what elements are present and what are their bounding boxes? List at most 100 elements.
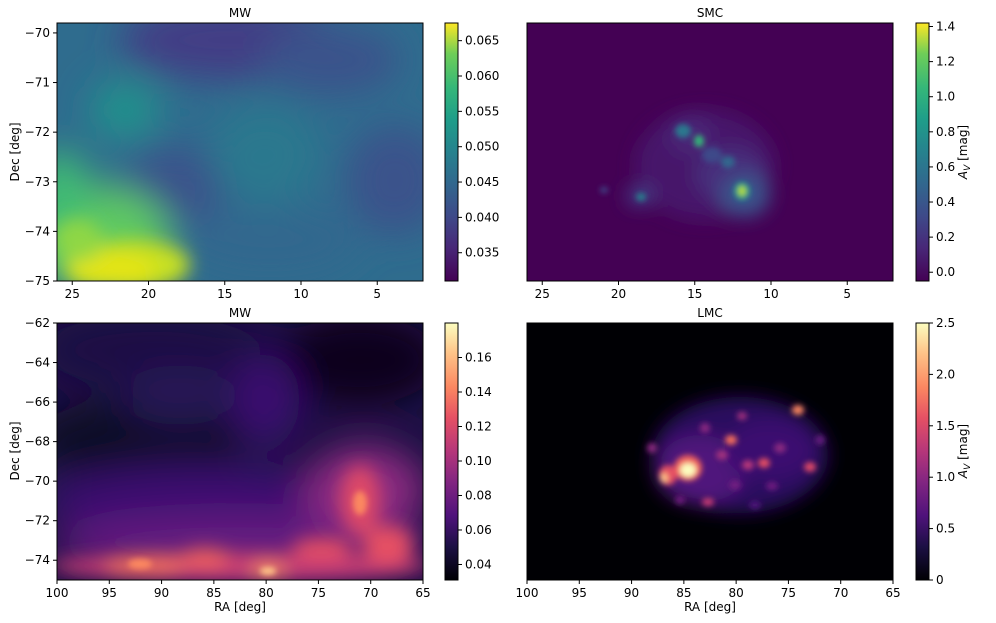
x-tick-label: 10 — [763, 287, 778, 301]
axes-frame — [56, 322, 424, 581]
x-tick-label: 95 — [102, 586, 117, 600]
panel-title: SMC — [697, 6, 723, 20]
colorbar-tick-label: 0.06 — [465, 523, 492, 537]
y-tick-label: −66 — [25, 395, 50, 409]
panel-mw-bottom: MW 100 95 90 85 80 75 70 65 −62−64−66−68−70−72−… — [8, 306, 431, 614]
axes-frame — [56, 22, 424, 282]
colorbar-tick-label: 0.14 — [465, 385, 492, 399]
colorbar-label: AV [mag] — [956, 125, 973, 180]
colorbar-mw-bottom: 0.04 0.06 0.08 0.10 0.12 0.14 0.16 — [444, 322, 492, 581]
x-tick-labels: 25 20 15 10 5 — [535, 281, 851, 301]
colorbar-tick-label: 1.2 — [936, 55, 955, 69]
colorbar-tick-label: 0.060 — [465, 69, 499, 83]
x-tick-label: 15 — [687, 287, 702, 301]
colorbar-lmc: 0 0.5 1.0 1.5 2.0 2.5 AV [mag] — [915, 316, 973, 587]
heatmap-mw-bottom — [57, 323, 423, 580]
x-tick-label: 100 — [46, 586, 69, 600]
y-tick-label: −72 — [25, 125, 50, 139]
y-tick-label: −74 — [25, 224, 50, 238]
colorbar-tick-label: 0.035 — [465, 246, 499, 260]
x-tick-label: 65 — [885, 586, 900, 600]
x-tick-label: 70 — [363, 586, 378, 600]
x-tick-label: 5 — [373, 287, 381, 301]
x-tick-labels: 100 95 90 85 80 75 70 65 — [516, 580, 901, 600]
colorbar-tick-label: 0.16 — [465, 350, 492, 364]
colorbar-tick-label: 0.08 — [465, 488, 492, 502]
y-tick-label: −73 — [25, 175, 50, 189]
y-tick-label: −70 — [25, 26, 50, 40]
panel-title: MW — [229, 306, 251, 320]
y-tick-label: −74 — [25, 553, 50, 567]
x-tick-labels: 100 95 90 85 80 75 70 65 — [46, 580, 431, 600]
colorbar-label: AV [mag] — [956, 424, 973, 479]
colorbar-tick-labels: 0.0 0.2 0.4 0.6 0.8 1.0 1.2 1.4 — [929, 20, 955, 279]
colorbar-tick-label: 1.0 — [936, 90, 955, 104]
x-tick-labels: 25 20 15 10 5 — [65, 281, 381, 301]
x-tick-label: 90 — [154, 586, 169, 600]
x-tick-label: 80 — [729, 586, 744, 600]
colorbar-tick-label: 0.055 — [465, 104, 499, 118]
colorbar-tick-label: 1.4 — [936, 20, 955, 34]
colorbar-tick-label: 0.6 — [936, 160, 955, 174]
x-tick-label: 15 — [217, 287, 232, 301]
heatmap-mw-top — [57, 23, 423, 281]
x-tick-label: 75 — [311, 586, 326, 600]
x-tick-label: 65 — [415, 586, 430, 600]
colorbar-tick-label: 0.4 — [936, 195, 955, 209]
colorbar-tick-label: 0.050 — [465, 140, 499, 154]
panel-mw-top: MW 25 20 15 10 5 −70 −71 −72 −73 −74 −75 Dec [deg… — [8, 6, 424, 301]
colorbar-tick-label: 1.5 — [936, 419, 955, 433]
x-tick-label: 20 — [611, 287, 626, 301]
panel-title: LMC — [697, 306, 722, 320]
x-tick-label: 85 — [676, 586, 691, 600]
x-tick-label: 5 — [843, 287, 851, 301]
panel-title: MW — [229, 6, 251, 20]
panel-smc: SMC 25 20 15 10 5 — [526, 6, 894, 301]
colorbar-tick-label: 0 — [936, 573, 944, 587]
y-axis-label: Dec [deg] — [8, 421, 22, 480]
colorbar-tick-label: 0.040 — [465, 210, 499, 224]
panel-lmc: LMC 100 95 90 85 80 75 70 65 RA [deg] — [516, 306, 901, 614]
colorbar-tick-label: 0.5 — [936, 522, 955, 536]
colorbar-tick-label: 0.0 — [936, 265, 955, 279]
y-tick-label: −71 — [25, 76, 50, 90]
x-tick-label: 20 — [141, 287, 156, 301]
x-tick-label: 25 — [535, 287, 550, 301]
heatmap-smc — [527, 23, 893, 281]
colorbar-tick-labels: 0.04 0.06 0.08 0.10 0.12 0.14 0.16 — [458, 350, 492, 571]
colorbar-tick-label: 0.065 — [465, 34, 499, 48]
x-axis-label: RA [deg] — [684, 600, 736, 614]
y-tick-label: −72 — [25, 514, 50, 528]
colorbar-tick-labels: 0 0.5 1.0 1.5 2.0 2.5 — [929, 316, 955, 587]
colorbar-tick-label: 0.12 — [465, 419, 492, 433]
y-tick-labels: −62 −64 −66 −68 −70 −72 −74 — [25, 316, 57, 567]
axes-frame — [526, 322, 894, 581]
colorbar-tick-label: 2.5 — [936, 316, 955, 330]
y-axis-label: Dec [deg] — [8, 122, 22, 181]
colorbar-tick-label: 0.8 — [936, 125, 955, 139]
colorbar-tick-label: 0.10 — [465, 454, 492, 468]
x-tick-label: 25 — [65, 287, 80, 301]
x-tick-label: 95 — [572, 586, 587, 600]
x-axis-label: RA [deg] — [214, 600, 266, 614]
x-tick-label: 85 — [206, 586, 221, 600]
axes-frame — [526, 22, 894, 282]
y-tick-label: −70 — [25, 474, 50, 488]
colorbar-tick-label: 1.0 — [936, 470, 955, 484]
y-tick-labels: −70 −71 −72 −73 −74 −75 — [25, 26, 57, 288]
y-tick-label: −64 — [25, 356, 50, 370]
x-tick-label: 75 — [781, 586, 796, 600]
colorbar-tick-labels: 0.035 0.040 0.045 0.050 0.055 0.060 0.065 — [458, 34, 499, 260]
y-tick-label: −68 — [25, 435, 50, 449]
x-tick-label: 80 — [259, 586, 274, 600]
colorbar-tick-label: 0.045 — [465, 175, 499, 189]
colorbar-smc: 0.0 0.2 0.4 0.6 0.8 1.0 1.2 1.4 AV [mag] — [915, 20, 973, 282]
colorbar-tick-label: 0.2 — [936, 230, 955, 244]
x-tick-label: 70 — [833, 586, 848, 600]
x-tick-label: 90 — [624, 586, 639, 600]
y-tick-label: −75 — [25, 274, 50, 288]
colorbar-tick-label: 0.04 — [465, 557, 492, 571]
heatmap-lmc — [527, 323, 893, 580]
x-tick-label: 100 — [516, 586, 539, 600]
